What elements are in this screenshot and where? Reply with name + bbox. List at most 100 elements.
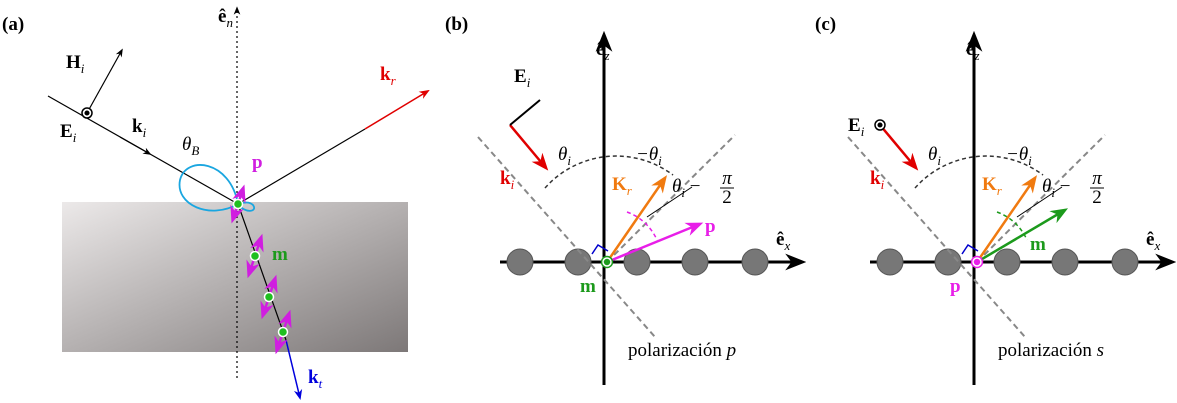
ki-arrow xyxy=(880,125,916,168)
point xyxy=(605,260,610,265)
point xyxy=(878,123,882,127)
label: Kr xyxy=(612,174,633,198)
fraction-den: 2 xyxy=(722,187,732,208)
point xyxy=(85,111,89,115)
label-rest: − xyxy=(685,176,700,197)
fraction-num: π xyxy=(722,168,732,189)
point xyxy=(251,252,260,261)
label: ki xyxy=(870,168,885,192)
label-main: θ xyxy=(672,176,681,197)
atom xyxy=(994,249,1020,275)
atom xyxy=(935,249,961,275)
label-main: k xyxy=(132,116,143,137)
label-main: θ xyxy=(928,144,937,165)
label-sub: i xyxy=(143,125,147,140)
atom xyxy=(1052,249,1078,275)
fraction-den: 2 xyxy=(1092,187,1102,208)
fraction-num: π xyxy=(1092,168,1102,189)
atom xyxy=(742,249,768,275)
label: p xyxy=(705,216,716,237)
label-main: k xyxy=(308,367,319,388)
panel-label: (a) xyxy=(2,14,24,35)
label-sub: i xyxy=(527,75,531,90)
figure: (a)ênHiEikikrθBpmkt(b)êzêxEikiθi−θiKrθi … xyxy=(0,0,1177,403)
label: ki xyxy=(132,116,147,140)
label: Kr xyxy=(982,174,1003,198)
label: êz xyxy=(596,39,610,63)
label-main: −θ xyxy=(1006,144,1028,165)
label-rest: − xyxy=(1055,176,1070,197)
label: ên xyxy=(218,6,233,30)
ki-arrow xyxy=(510,125,546,168)
point xyxy=(234,200,243,209)
label-sub: n xyxy=(226,15,233,30)
label-main: θ xyxy=(182,134,191,155)
label: −θi xyxy=(1006,144,1032,168)
label-main: E xyxy=(514,66,527,87)
label-sub: z xyxy=(973,48,979,63)
label-main: ê xyxy=(596,39,604,60)
label: êx xyxy=(1146,229,1160,253)
right-angle xyxy=(962,245,978,254)
label: Ei xyxy=(848,115,865,139)
label: Ei xyxy=(514,66,531,90)
caption-text: polarización xyxy=(628,340,722,361)
label-main: K xyxy=(612,174,627,195)
label-sub: i xyxy=(658,153,662,168)
label-main: θ xyxy=(1042,176,1051,197)
label: θi − xyxy=(1042,176,1070,200)
caption-text: polarización xyxy=(998,340,1092,361)
label-sub: i xyxy=(881,177,885,192)
label-main: E xyxy=(848,115,861,136)
label-main: −θ xyxy=(636,144,658,165)
medium xyxy=(62,202,408,352)
label-sub: i xyxy=(73,130,77,145)
E-vector xyxy=(510,100,540,125)
label: θB xyxy=(182,134,199,158)
label-sub: t xyxy=(319,376,323,391)
caption-var: p xyxy=(725,340,737,361)
point xyxy=(975,260,980,265)
label: θi xyxy=(928,144,941,168)
label-main: k xyxy=(500,168,511,189)
label-sub: r xyxy=(391,73,397,88)
label-sub: i xyxy=(81,61,85,76)
panel-label: (b) xyxy=(445,14,468,35)
label: ki xyxy=(500,168,515,192)
reflected-arrow xyxy=(365,91,428,129)
atom xyxy=(565,249,591,275)
label-main: H xyxy=(66,52,81,73)
atom xyxy=(682,249,708,275)
label: θi − xyxy=(672,176,700,200)
label-sub: x xyxy=(783,238,790,253)
label: kr xyxy=(380,64,397,88)
label: Hi xyxy=(66,52,85,76)
label-sub: i xyxy=(937,153,941,168)
point xyxy=(265,293,274,302)
caption-var: s xyxy=(1097,340,1104,361)
reflection-line xyxy=(607,135,735,262)
label-sub: i xyxy=(1028,153,1032,168)
label: m xyxy=(580,276,596,297)
label: êx xyxy=(776,229,790,253)
label-main: K xyxy=(982,174,997,195)
label-sub: i xyxy=(511,177,515,192)
H-vector xyxy=(87,50,122,113)
right-angle xyxy=(592,245,608,254)
atom xyxy=(1112,249,1138,275)
label-sub: z xyxy=(603,48,609,63)
label: θi xyxy=(558,144,571,168)
label-sub: B xyxy=(191,143,199,158)
label: p xyxy=(252,152,263,173)
label: m xyxy=(272,244,288,265)
label: Ei xyxy=(60,121,77,145)
label-sub: r xyxy=(627,183,633,198)
panel-label: (c) xyxy=(815,14,836,35)
label-sub: x xyxy=(1153,238,1160,253)
label: m xyxy=(1030,234,1046,255)
label-sub: i xyxy=(861,124,865,139)
label-main: ê xyxy=(966,39,974,60)
label: p xyxy=(950,276,961,297)
label-main: ê xyxy=(1146,229,1154,250)
label-sub: i xyxy=(567,153,571,168)
